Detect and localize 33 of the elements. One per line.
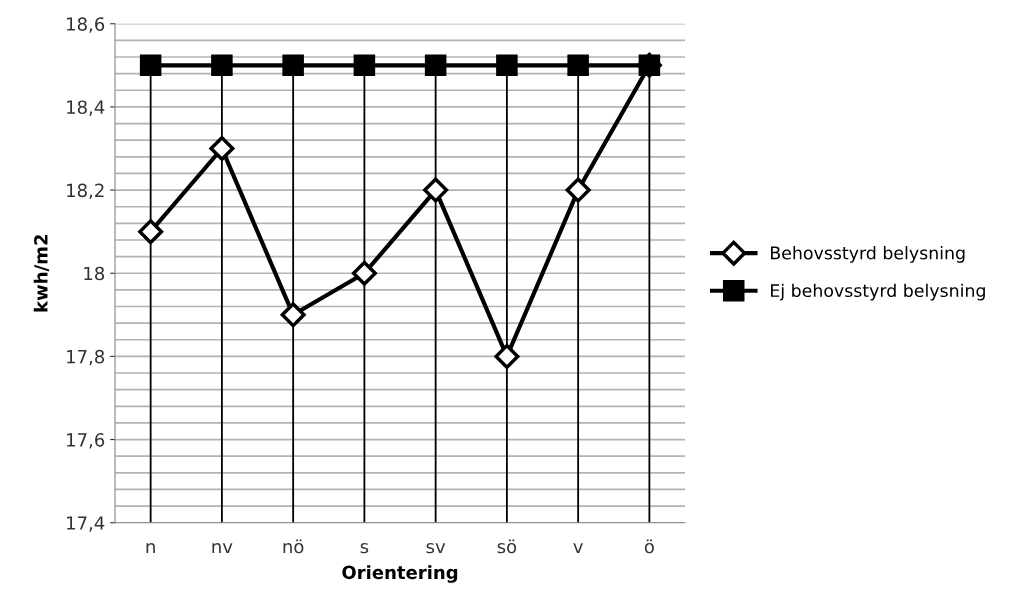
x-tick-label: nö — [283, 539, 304, 554]
point — [353, 54, 376, 77]
x-tick-label: nv — [212, 542, 233, 554]
x-tick-label: s — [360, 542, 369, 554]
legend-label: Ej behovsstyrd belysning — [771, 283, 985, 301]
point — [424, 54, 447, 77]
point — [351, 260, 377, 286]
x-tick-label: ö — [644, 539, 654, 554]
point — [496, 54, 518, 77]
y-tick-label: 18,4 — [67, 100, 105, 116]
point — [209, 135, 235, 162]
y-tick-label: 17,6 — [67, 433, 105, 449]
point — [138, 219, 164, 245]
x-tick-label: n — [146, 542, 155, 554]
x-tick-label: sv — [426, 542, 446, 554]
y-axis-title: kwh/m2 — [33, 235, 50, 312]
point — [280, 302, 306, 328]
x-axis-title: Orientering — [342, 565, 458, 583]
point — [494, 343, 520, 369]
point — [565, 177, 591, 203]
y-tick-label: 18,6 — [67, 17, 105, 33]
y-tick-label: 17,4 — [67, 516, 105, 532]
legend-label: Behovsstyrd belysning — [771, 246, 965, 263]
point — [211, 54, 233, 77]
x-tick-label: sö — [497, 539, 517, 554]
y-tick-label: 18 — [84, 266, 105, 281]
y-tick-label: 18,2 — [67, 183, 104, 200]
point — [139, 54, 162, 77]
point — [567, 54, 589, 77]
y-tick-label: 17,8 — [67, 349, 105, 366]
x-tick-label: v — [573, 543, 583, 554]
point — [282, 54, 304, 77]
point — [423, 177, 449, 203]
